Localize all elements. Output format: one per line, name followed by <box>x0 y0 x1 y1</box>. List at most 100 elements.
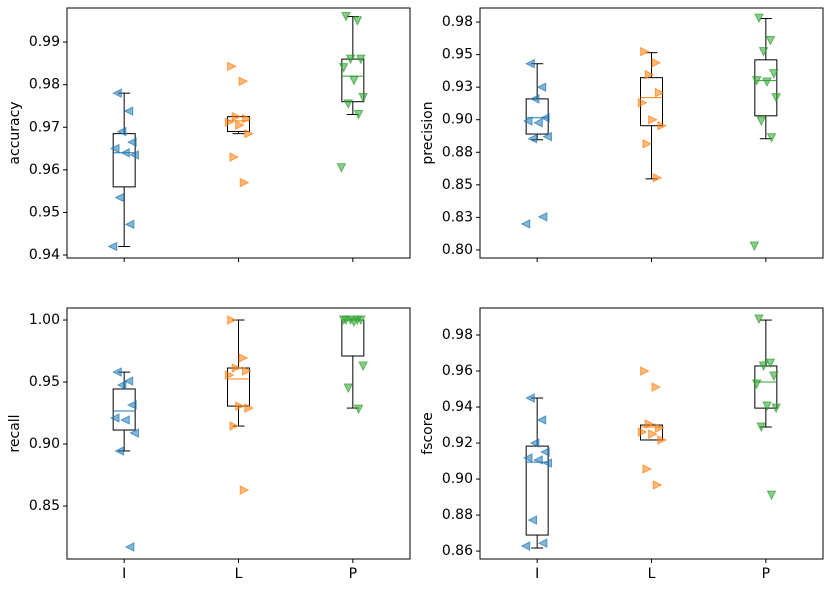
point <box>109 143 120 154</box>
y-tick-label: 0.98 <box>442 327 473 343</box>
point <box>129 428 139 438</box>
point <box>525 58 535 69</box>
y-tick-label: 0.88 <box>442 144 473 160</box>
point <box>537 538 548 548</box>
point <box>765 36 776 46</box>
point <box>756 422 767 433</box>
y-tick-label: 0.93 <box>442 79 473 95</box>
point <box>109 413 120 423</box>
point <box>637 427 648 437</box>
box <box>112 388 136 431</box>
point <box>540 112 550 123</box>
point <box>127 137 137 147</box>
point <box>642 464 653 474</box>
point <box>758 361 769 372</box>
point <box>120 415 130 425</box>
point <box>520 219 531 229</box>
point <box>529 438 540 448</box>
point <box>123 106 134 116</box>
point <box>765 358 776 369</box>
point <box>123 376 134 386</box>
box <box>754 59 778 117</box>
point <box>522 116 533 126</box>
y-axis-label: recall <box>7 414 23 452</box>
y-tick-label: 0.98 <box>442 14 473 30</box>
point <box>766 490 777 501</box>
point <box>525 393 535 403</box>
x-tick-label: P <box>762 566 770 582</box>
y-tick-label: 0.97 <box>29 119 60 135</box>
point <box>229 421 240 431</box>
y-tick-label: 0.98 <box>29 77 60 93</box>
y-axis-label: accuracy <box>7 101 23 164</box>
point <box>749 241 760 252</box>
point <box>343 383 354 394</box>
point <box>124 542 135 552</box>
y-tick-label: 0.92 <box>442 435 473 451</box>
point <box>353 109 364 120</box>
point <box>224 370 235 380</box>
point <box>771 403 781 414</box>
point <box>227 61 237 72</box>
y-tick-label: 1.00 <box>29 312 60 328</box>
point <box>529 94 540 104</box>
point <box>349 317 359 328</box>
point <box>756 116 767 127</box>
y-tick-label: 0.95 <box>442 47 473 63</box>
point <box>769 69 779 79</box>
point <box>533 117 543 128</box>
point <box>648 429 658 439</box>
point <box>239 177 250 188</box>
point <box>244 128 254 139</box>
y-tick-label: 0.86 <box>442 543 473 559</box>
x-tick-label: I <box>122 566 126 582</box>
y-tick-label: 0.95 <box>29 204 60 220</box>
x-tick-label: L <box>648 566 656 582</box>
point <box>349 75 359 86</box>
y-axis-label: precision <box>420 101 436 164</box>
point <box>338 63 349 73</box>
point <box>116 126 127 137</box>
point <box>358 361 368 372</box>
y-tick-label: 0.90 <box>442 471 473 487</box>
point <box>762 401 772 412</box>
point <box>112 367 122 377</box>
y-axis-label: fscore <box>420 412 436 455</box>
y-tick-label: 0.90 <box>29 436 60 452</box>
point <box>239 485 250 495</box>
point <box>640 366 650 376</box>
point <box>235 120 245 130</box>
y-tick-label: 0.90 <box>442 112 473 128</box>
point <box>227 315 237 325</box>
point <box>224 117 235 127</box>
point <box>520 541 531 551</box>
point <box>358 92 368 103</box>
point <box>771 93 781 103</box>
y-tick-label: 0.85 <box>442 177 473 193</box>
y-tick-label: 0.99 <box>29 34 60 50</box>
point <box>766 133 777 143</box>
point <box>527 515 538 525</box>
y-tick-label: 0.85 <box>29 498 60 514</box>
point <box>751 76 762 86</box>
x-tick-label: I <box>535 566 539 582</box>
point <box>537 212 548 222</box>
point <box>657 120 667 131</box>
point <box>343 99 354 109</box>
point <box>238 76 249 87</box>
point <box>356 315 366 326</box>
point <box>112 88 122 98</box>
point <box>655 423 665 433</box>
point <box>754 13 764 24</box>
point <box>127 400 137 410</box>
point <box>345 54 356 65</box>
point <box>235 401 245 411</box>
x-tick-label: L <box>235 566 243 582</box>
point <box>651 57 662 68</box>
point <box>356 54 366 65</box>
point <box>238 353 249 363</box>
point <box>542 458 552 468</box>
point <box>762 77 772 88</box>
point <box>754 314 764 325</box>
point <box>120 147 130 158</box>
